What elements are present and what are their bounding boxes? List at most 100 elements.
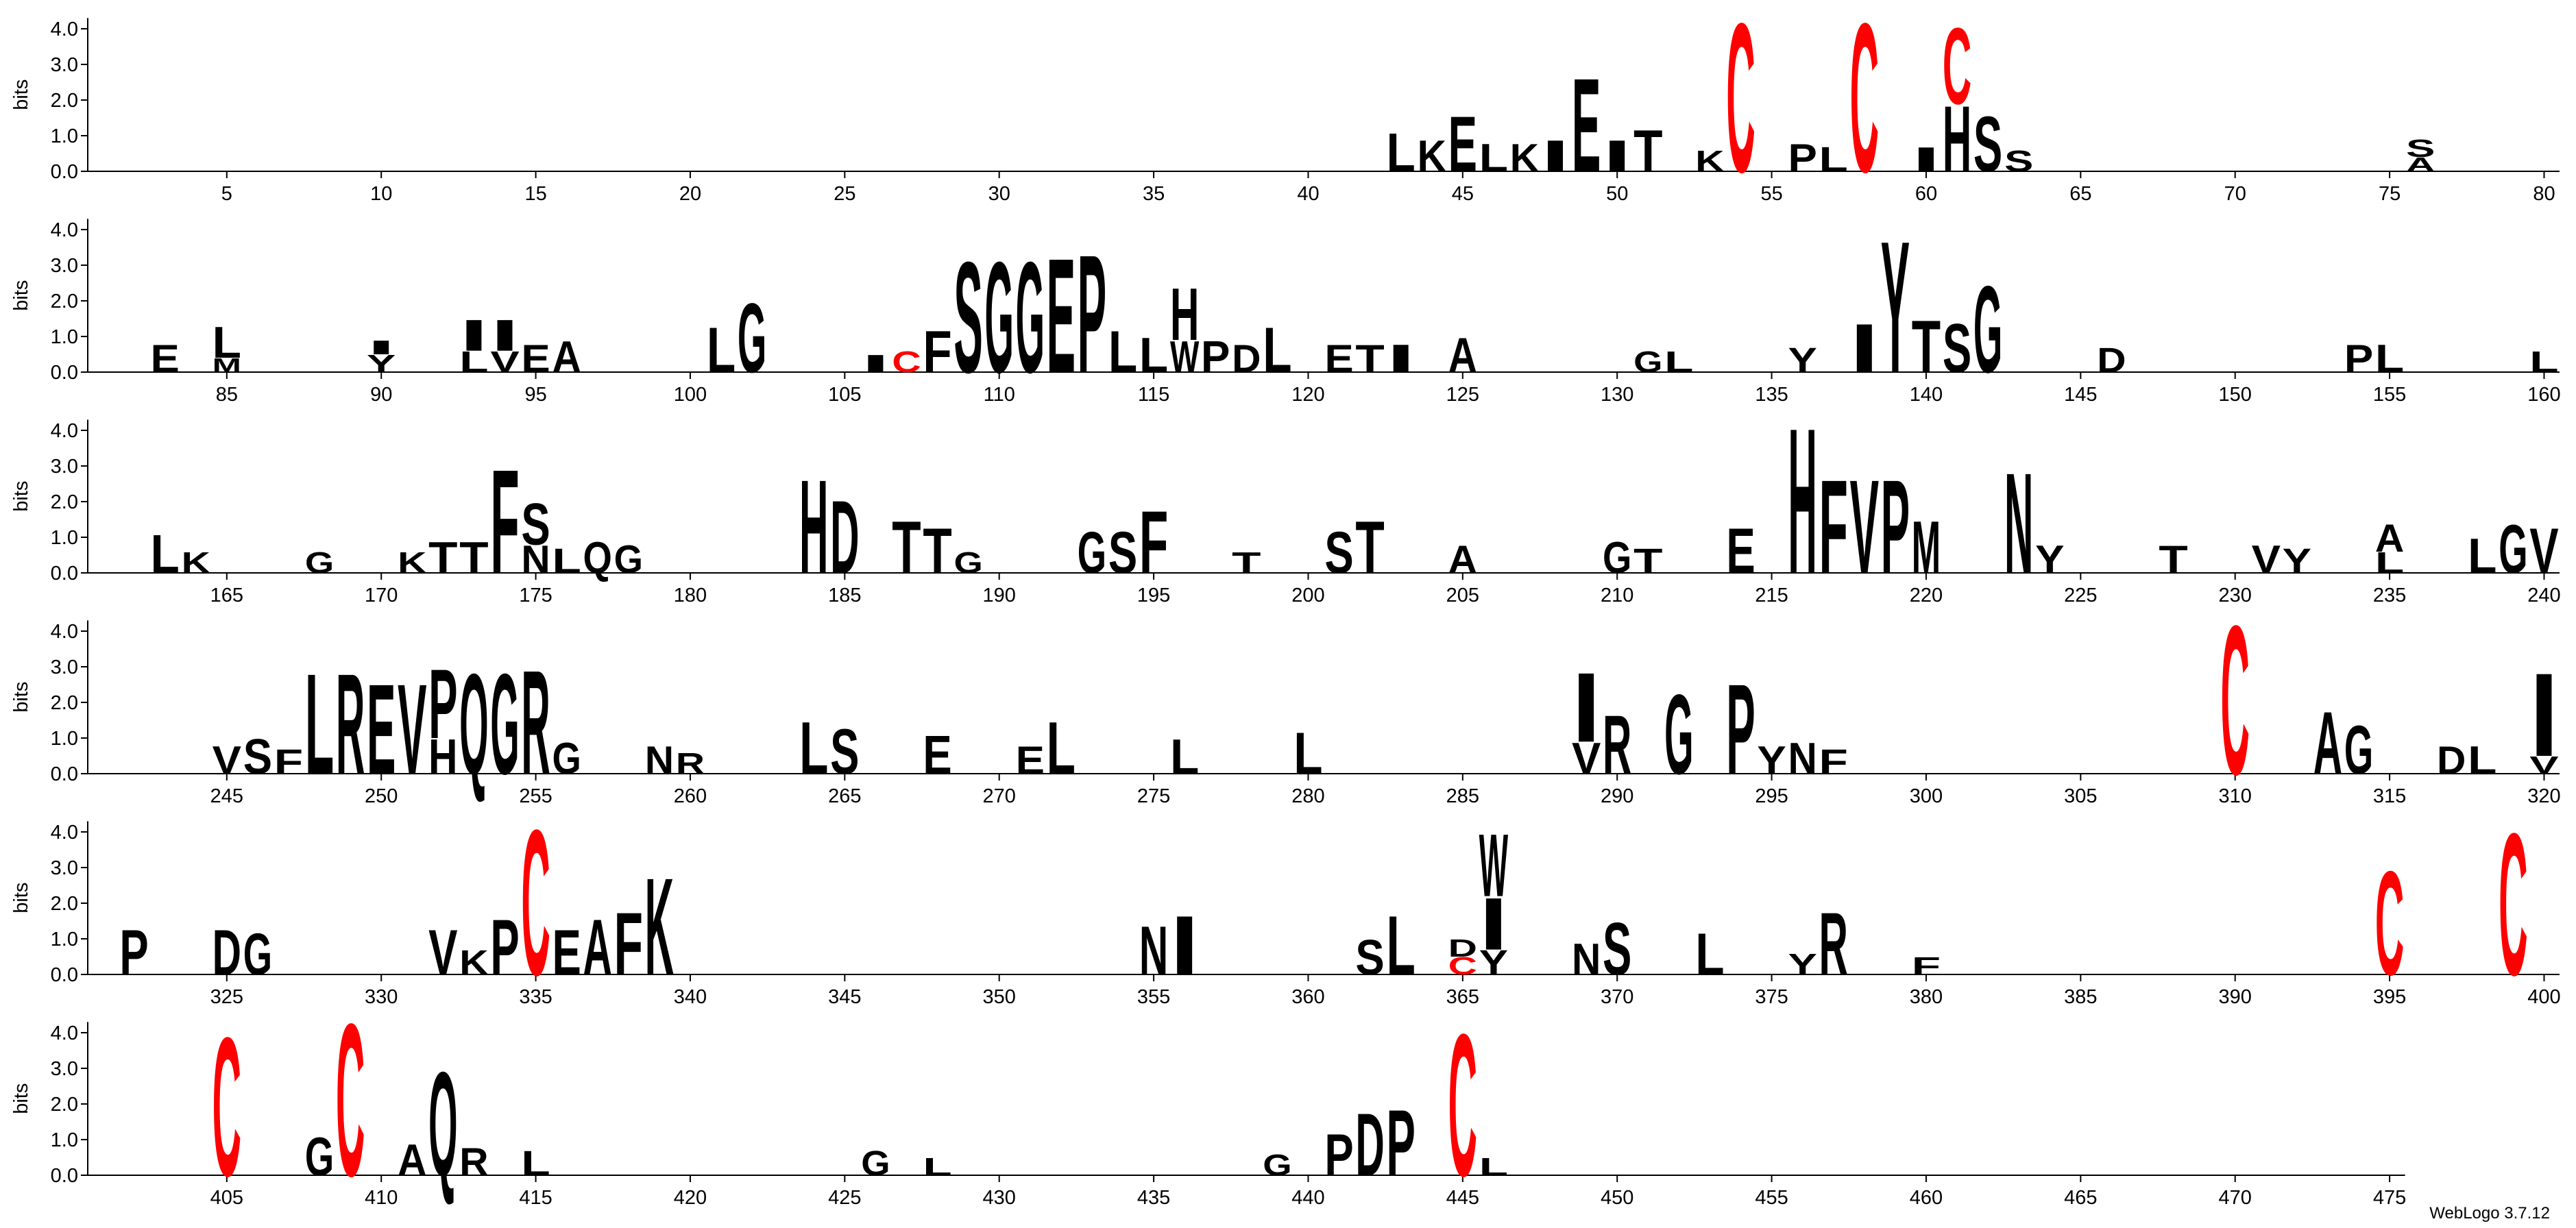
logo-letter: R	[459, 1140, 488, 1183]
logo-letter: K	[398, 546, 426, 579]
x-tick-label: 265	[828, 785, 861, 807]
x-tick-label: 335	[519, 986, 552, 1008]
x-tick-label: 105	[828, 384, 861, 406]
logo-letter: G	[305, 546, 334, 579]
logo-letter: W	[1170, 332, 1200, 381]
x-tick-label: 50	[1606, 183, 1628, 205]
y-tick-label: 0.0	[51, 1165, 78, 1187]
logo-letter: K	[1510, 136, 1539, 180]
footer: WebLogo 3.7.12	[2429, 1204, 2550, 1223]
logo-letter: H	[428, 729, 457, 784]
x-tick-label: 285	[1446, 785, 1479, 807]
logo-letter: T	[1355, 506, 1384, 589]
logo-letter: V	[398, 657, 426, 801]
logo-letter: C	[521, 787, 550, 1018]
x-tick-label: 45	[1452, 183, 1474, 205]
x-tick-label: 410	[365, 1187, 398, 1209]
logo-letter: N	[1572, 934, 1601, 983]
x-tick-label: 405	[210, 1187, 243, 1209]
x-tick-label: 125	[1446, 384, 1479, 406]
logo-letter: T	[459, 532, 488, 582]
x-tick-label: 445	[1446, 1187, 1479, 1209]
logo-letter: S	[1355, 930, 1384, 985]
logo-letter: V	[490, 345, 519, 378]
x-tick-label: 305	[2064, 785, 2097, 807]
logo-letter: M	[1912, 506, 1941, 589]
y-tick-label: 2.0	[51, 692, 78, 714]
logo-letter: Q	[459, 643, 488, 805]
logo-letter: E	[367, 657, 396, 801]
logo-letter: D	[2097, 341, 2126, 380]
x-tick-label: 95	[524, 384, 546, 406]
logo-letter: L	[1139, 328, 1168, 382]
logo-letter: G	[552, 733, 581, 783]
logo-letter: D	[830, 480, 859, 595]
y-tick-label: 4.0	[51, 621, 78, 643]
logo-letter: L	[1387, 898, 1415, 992]
y-tick-label: 4.0	[51, 219, 78, 241]
x-tick-label: 270	[983, 785, 1016, 807]
y-tick-label: 1.0	[51, 527, 78, 549]
y-axis-label: bits	[10, 883, 32, 913]
logo-letter: L	[923, 1153, 951, 1180]
y-tick-label: 3.0	[51, 1058, 78, 1080]
logo-letter: P	[1324, 1121, 1353, 1188]
x-tick-label: 55	[1760, 183, 1782, 205]
logo-letter: Y	[1881, 202, 1910, 413]
x-tick-label: 110	[984, 384, 1015, 406]
y-tick-label: 0.0	[51, 763, 78, 785]
y-axis-label: bits	[10, 1083, 32, 1114]
logo-letter: E	[1016, 738, 1045, 782]
y-tick-label: 2.0	[51, 491, 78, 513]
x-tick-label: 80	[2533, 183, 2555, 205]
x-tick-label: 185	[828, 585, 861, 606]
y-tick-label: 0.0	[51, 964, 78, 986]
logo-letter: L	[799, 707, 828, 790]
logo-letter: G	[1973, 260, 2002, 399]
x-tick-label: 75	[2379, 183, 2401, 205]
logo-letter: N	[645, 738, 674, 782]
y-tick-label: 4.0	[51, 1022, 78, 1044]
logo-letter: K	[1695, 145, 1724, 177]
logo-letter: L	[552, 541, 581, 580]
logo-letter: L	[212, 318, 241, 367]
logo-letter: E	[1726, 515, 1755, 587]
logo-letter: P	[119, 916, 148, 989]
logo-letter: G	[1603, 532, 1631, 582]
x-tick-label: 280	[1291, 785, 1324, 807]
logo-letter: V	[1850, 452, 1879, 602]
logo-letter: Y	[1788, 948, 1816, 981]
logo-letter: G	[1263, 1149, 1291, 1181]
logo-letter: L	[2529, 345, 2558, 378]
x-tick-label: 250	[365, 785, 398, 807]
logo-letter: Y	[2283, 541, 2311, 580]
x-tick-label: 35	[1143, 183, 1165, 205]
logo-letter: E	[1047, 225, 1076, 407]
logo-letter: A	[2313, 693, 2342, 793]
y-tick-label: 3.0	[51, 857, 78, 879]
logo-letter: R	[1603, 698, 1631, 791]
y-tick-label: 2.0	[51, 90, 78, 112]
x-tick-label: 175	[519, 585, 552, 606]
x-tick-label: 180	[674, 585, 707, 606]
logo-letter: G	[1664, 672, 1693, 798]
logo-letter: I	[1387, 336, 1415, 380]
logo-letter: K	[459, 943, 488, 982]
logo-letter: G	[243, 920, 272, 987]
x-tick-label: 5	[221, 183, 232, 205]
logo-letter: K	[645, 849, 674, 1004]
logo-letter: T	[1633, 541, 1662, 580]
logo-letter: G	[1078, 519, 1106, 585]
logo-letter: P	[490, 902, 519, 991]
x-tick-label: 390	[2219, 986, 2252, 1008]
logo-letter: V	[2529, 751, 2558, 778]
logo-letter: I	[1170, 898, 1199, 992]
y-axis-label: bits	[10, 481, 32, 512]
x-tick-label: 380	[1910, 986, 1943, 1008]
x-tick-label: 140	[1910, 384, 1943, 406]
logo-letter: Y	[1479, 943, 1508, 982]
logo-letter: L	[1819, 140, 1848, 179]
x-tick-label: 320	[2527, 785, 2560, 807]
x-tick-label: 195	[1137, 585, 1170, 606]
